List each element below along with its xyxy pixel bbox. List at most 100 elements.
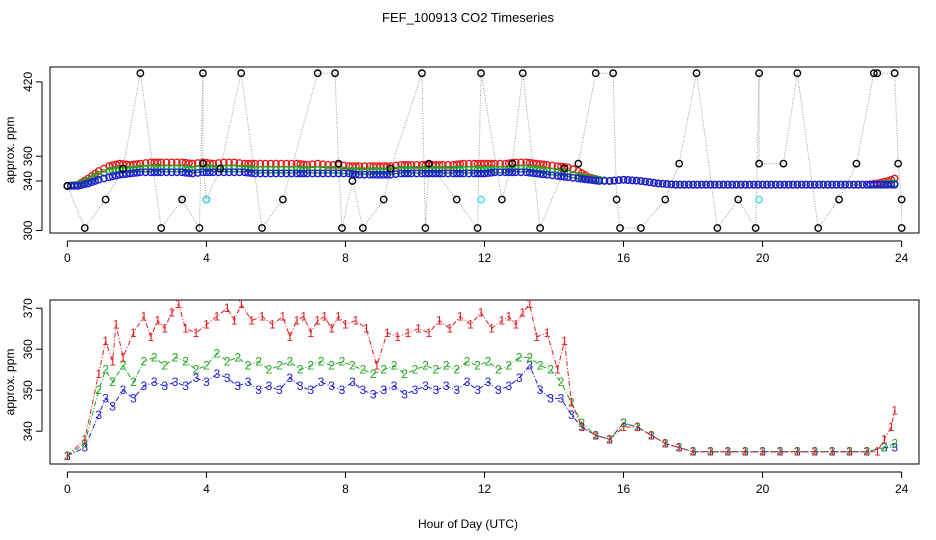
bottom-series-2-point: 2 [432,363,439,377]
bottom-series-2-point: 2 [464,355,471,369]
top-series-3-point [548,171,557,180]
bottom-series-2-point: 2 [203,359,210,373]
top-series-2-point [444,165,452,174]
top-series-2-point [318,165,327,174]
bottom-series-2-point: 2 [64,449,71,463]
bottom-series-1-point: 1 [777,445,784,459]
bottom-series-3-point: 3 [380,383,387,397]
top-black-point [852,159,861,168]
top-series-1-point [324,160,332,169]
bottom-series-2-point: 2 [505,359,512,373]
top-black-point [574,159,583,168]
bottom-series-3-line [67,364,895,457]
bottom-series-2-point: 2 [453,363,460,377]
bottom-series-2-point: 2 [370,367,377,381]
bottom-series-3-point: 3 [606,432,613,446]
bottom-series-3-point: 3 [255,383,262,397]
top-series-3-point [789,180,797,189]
bottom-series-3-point: 3 [224,371,231,385]
bottom-series-2-point: 2 [193,363,200,377]
top-series-2-point [225,164,233,173]
top-series-2-point [464,165,473,174]
top-series-3-point [667,180,676,189]
bottom-series-3-point: 3 [422,379,429,393]
top-series-3-point [564,173,572,182]
top-black-point [452,195,461,204]
top-black-point [835,195,843,204]
top-black-point [334,159,343,168]
top-series-3-point [819,180,828,189]
top-series-3-point [287,169,296,178]
top-series-2-point [517,164,525,173]
bottom-series-1-point: 1 [182,322,189,336]
bottom-series-3-point: 3 [592,428,599,442]
bottom-series-1-point: 1 [457,309,464,323]
bottom-series-2-point: 2 [547,363,554,377]
bottom-series-2-point: 2 [568,396,575,410]
bottom-series-1-point: 1 [203,318,210,332]
top-black-point [178,195,186,204]
bottom-series-2-point: 2 [328,359,335,373]
top-series-2-point [219,164,228,173]
bottom-series-1-point: 1 [321,309,328,323]
bottom-series-1-point: 1 [335,309,342,323]
bottom-series-1-point: 1 [161,322,168,336]
top-series-3-point [658,179,667,188]
bottom-series-2-point: 2 [592,428,599,442]
bottom-series-3-point: 3 [690,445,697,459]
bottom-series-2-line [67,352,895,457]
top-black-point [199,69,207,78]
bottom-series-1-point: 1 [592,428,599,442]
bottom-series-3-point: 3 [412,383,419,397]
bottom-series-2-point: 2 [558,375,565,389]
top-series-1-point [444,160,452,169]
top-black-point [101,195,110,204]
top-series-3-point [615,176,623,185]
top-series-3-point [623,176,632,184]
top-series-3-point [841,180,850,189]
bottom-series-2-point: 2 [881,441,888,455]
bottom-series-3-point: 3 [81,441,88,455]
bottom-series-3-point: 3 [516,371,523,385]
top-series-3-point [282,169,291,178]
top-series-3-point [444,169,452,178]
bottom-series-3-point: 3 [443,379,450,393]
bottom-series-1-point: 1 [120,350,127,364]
top-black-point [508,159,517,168]
top-black-point [675,159,684,168]
top-black-point [793,69,802,78]
bottom-series-3-point: 3 [864,445,871,459]
top-black-point [313,69,322,78]
bottom-y-tick-label: 360 [21,339,35,359]
top-x-tick-label: 0 [64,251,71,265]
bottom-series-3-point: 3 [203,375,210,389]
bottom-y-tick-label: 370 [21,298,35,318]
bottom-series-2-point: 2 [759,445,766,459]
bottom-series-1-point: 1 [328,322,335,336]
bottom-series-3-point: 3 [881,441,888,455]
bottom-series-2-point: 2 [485,355,492,369]
bottom-series-3-point: 3 [287,371,294,385]
top-black-point [616,224,624,232]
bottom-series-2-point: 2 [516,350,523,364]
top-series-3-point [435,169,444,178]
top-series-2-point [162,164,171,173]
bottom-series-3-point: 3 [829,445,836,459]
bottom-series-2-point: 2 [102,363,109,377]
top-black-point [278,195,287,204]
bottom-series-1-point: 1 [248,314,255,328]
bottom-y-tick-label: 350 [21,380,35,400]
top-plot-frame [49,66,920,234]
top-series-1-point [136,159,145,168]
top-series-2-point [277,165,286,174]
top-series-3-point [823,180,832,189]
top-x-tick-label: 8 [342,251,349,265]
bottom-series-3-point: 3 [724,445,731,459]
top-y-tick-label: 360 [21,146,35,166]
top-black-point [873,69,882,78]
bottom-series-3-point: 3 [485,375,492,389]
top-series-3-point [360,170,369,179]
top-data-marks [63,69,906,232]
